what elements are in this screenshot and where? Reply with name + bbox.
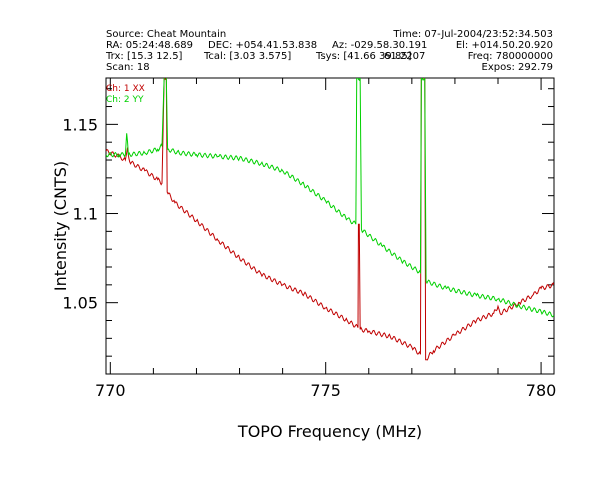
- freq-text: Freq: 780000000: [468, 51, 553, 62]
- dec-text: DEC: +054.41.53.838: [208, 40, 317, 51]
- expos-text: Expos: 292.79: [482, 62, 553, 73]
- series-line-1: [106, 78, 554, 361]
- tsys-overlap-text: 61.2207: [384, 51, 425, 62]
- x-tick-label: 775: [310, 381, 341, 400]
- tcal-text: Tcal: [3.03 3.575]: [203, 51, 291, 62]
- legend-ch1: Ch: 1 XX: [106, 84, 145, 94]
- x-tick-label: 770: [95, 381, 126, 400]
- x-tick-label: 780: [526, 381, 557, 400]
- y-tick-label: 1.15: [62, 115, 98, 134]
- y-tick-label: 1.05: [62, 294, 98, 313]
- axis-ticks: [106, 78, 554, 375]
- y-axis-title: Intensity (CNTS): [51, 161, 70, 291]
- time-text: Time: 07-Jul-2004/23:52:34.503: [392, 29, 553, 40]
- series-layer: [106, 78, 554, 361]
- source-text: Source: Cheat Mountain: [106, 29, 226, 40]
- y-tick-label: 1.1: [73, 205, 98, 224]
- trx-text: Trx: [15.3 12.5]: [105, 51, 183, 62]
- axis-tick-labels: 770 775 780 1.05 1.1 1.15: [62, 115, 556, 400]
- az-text: Az: -029.58.30.191: [332, 40, 427, 51]
- tsys-text: Tsys: [41.66 39.85]: [315, 51, 412, 62]
- series-line-2: [106, 78, 554, 318]
- el-text: El: +014.50.20.920: [456, 40, 553, 51]
- ra-text: RA: 05:24:48.689: [106, 40, 193, 51]
- plot-frame: [105, 77, 555, 375]
- scan-text: Scan: 18: [106, 62, 150, 73]
- header-block: Source: Cheat Mountain Time: 07-Jul-2004…: [105, 29, 553, 73]
- x-axis-title: TOPO Frequency (MHz): [237, 422, 422, 441]
- legend-ch2: Ch: 2 YY: [106, 95, 144, 105]
